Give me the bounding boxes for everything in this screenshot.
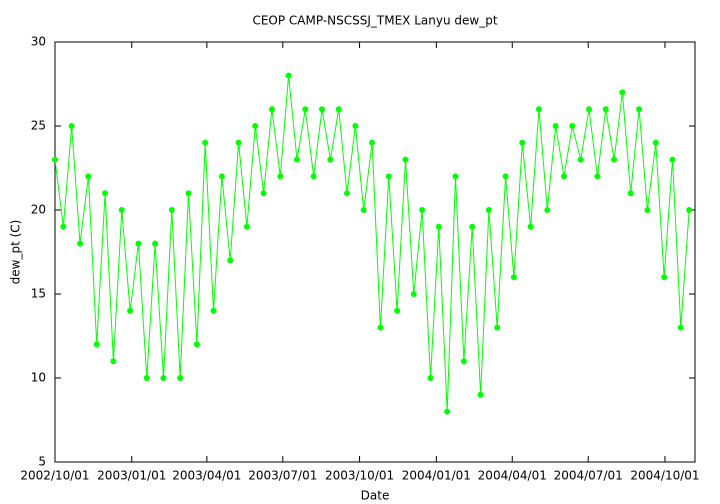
data-point [160,375,167,381]
data-point [344,190,351,197]
data-point [402,156,409,163]
data-point [510,274,517,281]
data-point [636,106,643,113]
data-point [619,89,626,96]
data-point [302,106,309,113]
data-point [227,257,234,264]
data-point [519,139,526,146]
data-point [452,173,459,180]
data-point [477,391,484,398]
data-point [377,324,384,331]
data-point [135,240,142,247]
data-point [285,72,292,79]
data-point [494,324,501,331]
data-point [319,106,326,113]
y-tick-label: 25 [31,119,46,133]
data-point [127,307,134,314]
data-point [427,375,434,381]
data-point [469,223,476,230]
data-point [260,190,267,197]
data-point [327,156,334,163]
data-point [110,358,117,365]
data-point [202,139,209,146]
x-tick-label: 2003/07/01 [248,469,317,483]
data-point [252,123,259,129]
data-point [310,173,317,180]
data-point [444,408,451,415]
data-point [410,291,417,297]
data-point [611,156,618,163]
x-tick-label: 2003/01/01 [97,469,166,483]
data-point [52,156,58,163]
data-point [577,156,584,163]
data-point [277,173,284,180]
data-point [268,106,275,113]
x-axis-label: Date [361,489,390,503]
data-point [243,223,250,230]
data-point [661,274,668,281]
y-tick-label: 10 [31,371,46,385]
x-tick-label: 2004/01/01 [402,469,471,483]
data-point [93,341,100,348]
data-point [177,375,184,381]
data-point [143,375,150,381]
plot-frame [54,41,696,463]
data-point [369,139,376,146]
data-point [586,106,593,113]
data-point [385,173,392,180]
data-point [85,173,92,180]
data-point [535,106,542,113]
data-point [168,207,175,213]
data-point [644,207,651,213]
data-point [293,156,300,163]
data-point [435,223,442,230]
data-point [569,123,576,129]
data-point [527,223,534,230]
data-point [544,207,551,213]
data-point [652,139,659,146]
data-point [68,123,75,129]
data-point [185,190,192,197]
data-point [335,106,342,113]
data-point [102,190,109,197]
data-point [394,307,401,314]
series-line [54,75,690,412]
data-point [602,106,609,113]
x-tick-label: 2004/04/01 [478,469,547,483]
x-tick-label: 2004/07/01 [554,469,623,483]
data-point [235,139,242,146]
data-point [460,358,467,365]
x-tick-label: 2003/10/01 [325,469,394,483]
data-point [210,307,217,314]
y-tick-label: 5 [38,455,46,469]
y-tick-label: 20 [31,203,46,217]
data-point [627,190,634,197]
data-point [677,324,684,331]
data-point [77,240,84,247]
y-tick-label: 30 [31,35,46,49]
data-point [560,173,567,180]
data-point [360,207,367,213]
data-point [118,207,125,213]
data-point [502,173,509,180]
data-point [669,156,676,163]
data-point [485,207,492,213]
data-point [60,223,67,230]
data-point [594,173,601,180]
data-point [193,341,200,348]
x-tick-label: 2002/10/01 [20,469,89,483]
data-point [686,207,693,213]
data-point [218,173,225,180]
x-tick-label: 2004/10/01 [630,469,699,483]
y-tick-label: 15 [31,287,46,301]
data-point [352,123,359,129]
chart-title: CEOP CAMP-NSCSSJ_TMEX Lanyu dew_pt [252,14,497,28]
y-axis-label: dew_pt (C) [9,220,23,285]
x-tick-label: 2003/04/01 [172,469,241,483]
data-point [152,240,159,247]
data-point [419,207,426,213]
data-point [552,123,559,129]
